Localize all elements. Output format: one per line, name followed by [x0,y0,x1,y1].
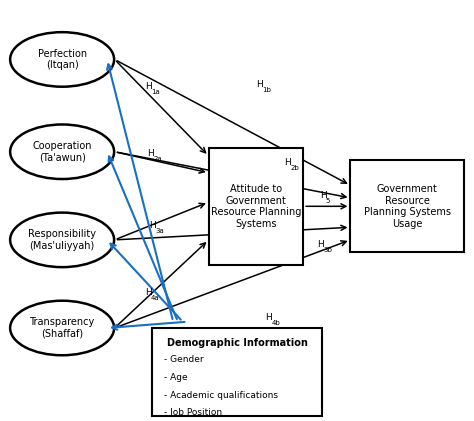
Text: - Job Position: - Job Position [164,408,222,417]
Text: - Academic qualifications: - Academic qualifications [164,391,278,400]
Text: Perfection
(Itqan): Perfection (Itqan) [37,49,87,70]
Text: H: H [147,149,154,158]
Ellipse shape [10,301,114,355]
Text: - Gender: - Gender [164,355,203,364]
Bar [350,160,464,253]
Text: H: H [256,80,263,89]
Text: 1a: 1a [151,89,160,95]
Text: 4b: 4b [272,320,280,326]
Text: H: H [150,221,156,230]
Ellipse shape [10,32,114,87]
Text: Responsibility
(Mas'uliyyah): Responsibility (Mas'uliyyah) [28,229,96,250]
Text: - Age: - Age [164,373,187,382]
Text: H: H [145,288,152,297]
Text: 3a: 3a [156,228,164,234]
Text: Transparency
(Shaffaf): Transparency (Shaffaf) [29,317,95,339]
Text: Cooperation
(Ta'awun): Cooperation (Ta'awun) [32,141,92,163]
Text: H: H [284,158,291,167]
Text: Government
Resource
Planning Systems
Usage: Government Resource Planning Systems Usa… [364,184,451,229]
Text: H: H [319,191,327,200]
Text: 5: 5 [326,198,330,204]
Text: 4a: 4a [151,295,160,301]
Ellipse shape [10,213,114,267]
Text: H: H [145,82,152,91]
Text: Attitude to
Government
Resource Planning
Systems: Attitude to Government Resource Planning… [211,184,301,229]
Bar [209,147,303,265]
Text: 3b: 3b [323,247,332,253]
Text: H: H [318,240,324,248]
Bar [152,328,322,416]
Text: 2a: 2a [154,156,162,163]
Ellipse shape [10,125,114,179]
Text: H: H [265,313,272,322]
Text: 1b: 1b [262,87,271,93]
Text: 2b: 2b [291,165,299,171]
Text: Demographic Information: Demographic Information [166,338,308,349]
